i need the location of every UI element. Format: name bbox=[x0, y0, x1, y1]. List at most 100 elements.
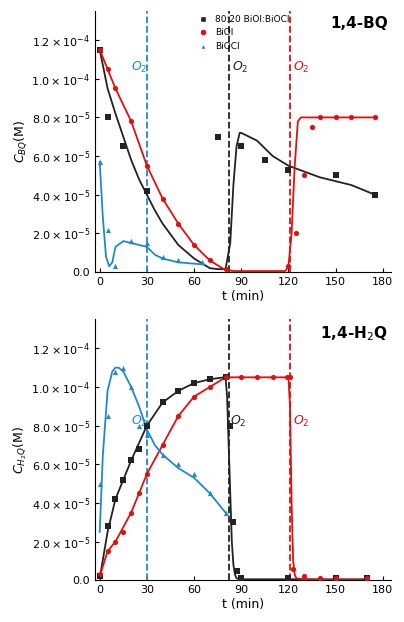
Text: $O_2$: $O_2$ bbox=[131, 60, 147, 75]
Point bbox=[317, 113, 323, 123]
Point bbox=[128, 116, 135, 126]
Point bbox=[238, 373, 244, 383]
Point bbox=[233, 565, 240, 575]
Text: $O_2$: $O_2$ bbox=[293, 60, 309, 75]
Point bbox=[104, 411, 111, 421]
Point bbox=[372, 113, 378, 123]
Point bbox=[290, 564, 297, 573]
Point bbox=[112, 366, 119, 376]
Point bbox=[191, 469, 197, 479]
Point bbox=[222, 373, 229, 383]
Y-axis label: $C_{H_2Q}$(M): $C_{H_2Q}$(M) bbox=[11, 425, 29, 474]
Y-axis label: $C_{BQ}$(M): $C_{BQ}$(M) bbox=[12, 120, 29, 164]
Point bbox=[97, 45, 103, 55]
Point bbox=[301, 572, 307, 582]
Text: 1,4-BQ: 1,4-BQ bbox=[330, 16, 388, 31]
Point bbox=[112, 537, 119, 547]
Point bbox=[191, 392, 197, 402]
Point bbox=[222, 373, 229, 383]
Point bbox=[160, 397, 166, 407]
Point bbox=[175, 386, 181, 396]
Text: $O_2$: $O_2$ bbox=[293, 414, 309, 430]
Point bbox=[97, 572, 103, 582]
Point bbox=[206, 488, 213, 498]
Point bbox=[206, 382, 213, 392]
Point bbox=[199, 258, 205, 267]
Point bbox=[284, 373, 290, 383]
Point bbox=[287, 373, 293, 383]
Point bbox=[206, 256, 213, 266]
Point bbox=[175, 459, 181, 469]
Point bbox=[120, 475, 126, 485]
Point bbox=[238, 573, 244, 583]
Point bbox=[97, 157, 103, 167]
Point bbox=[136, 420, 142, 430]
Point bbox=[104, 64, 111, 74]
Legend: 80:20 BiOI:BiOCl, BiOI, BiOCl: 80:20 BiOI:BiOCl, BiOI, BiOCl bbox=[193, 13, 292, 53]
Point bbox=[238, 141, 244, 151]
Point bbox=[222, 508, 229, 518]
Point bbox=[128, 236, 135, 246]
X-axis label: t (min): t (min) bbox=[222, 290, 264, 303]
Point bbox=[227, 420, 234, 430]
Point bbox=[104, 113, 111, 123]
X-axis label: t (min): t (min) bbox=[222, 598, 264, 611]
Point bbox=[136, 488, 142, 498]
Point bbox=[293, 228, 299, 238]
Point bbox=[285, 165, 292, 175]
Point bbox=[112, 261, 119, 271]
Point bbox=[262, 155, 268, 165]
Point bbox=[191, 378, 197, 388]
Point bbox=[215, 132, 221, 142]
Point bbox=[269, 373, 276, 383]
Text: $O_2$: $O_2$ bbox=[232, 60, 248, 75]
Point bbox=[230, 518, 237, 527]
Point bbox=[112, 83, 119, 93]
Point bbox=[160, 450, 166, 460]
Point bbox=[128, 382, 135, 392]
Point bbox=[175, 219, 181, 229]
Point bbox=[222, 264, 229, 274]
Point bbox=[128, 508, 135, 518]
Point bbox=[285, 261, 292, 271]
Point bbox=[104, 521, 111, 531]
Point bbox=[144, 469, 150, 479]
Point bbox=[175, 256, 181, 266]
Point bbox=[104, 546, 111, 556]
Point bbox=[144, 160, 150, 170]
Point bbox=[301, 170, 307, 180]
Point bbox=[332, 573, 339, 583]
Point bbox=[160, 251, 166, 261]
Point bbox=[120, 141, 126, 151]
Point bbox=[104, 225, 111, 234]
Point bbox=[309, 122, 315, 132]
Point bbox=[175, 411, 181, 421]
Point bbox=[332, 113, 339, 123]
Point bbox=[144, 430, 150, 440]
Point bbox=[372, 190, 378, 200]
Point bbox=[120, 363, 126, 373]
Point bbox=[144, 420, 150, 430]
Point bbox=[206, 374, 213, 384]
Point bbox=[160, 440, 166, 450]
Point bbox=[332, 573, 339, 583]
Point bbox=[97, 570, 103, 580]
Point bbox=[364, 573, 370, 583]
Point bbox=[332, 170, 339, 180]
Text: 1,4-H$_2$Q: 1,4-H$_2$Q bbox=[320, 325, 388, 343]
Point bbox=[254, 373, 260, 383]
Point bbox=[285, 573, 292, 583]
Point bbox=[128, 455, 135, 465]
Point bbox=[136, 444, 142, 454]
Point bbox=[191, 240, 197, 250]
Point bbox=[144, 186, 150, 196]
Point bbox=[112, 494, 119, 504]
Point bbox=[97, 45, 103, 55]
Point bbox=[364, 573, 370, 583]
Point bbox=[317, 573, 323, 583]
Point bbox=[97, 479, 103, 489]
Point bbox=[120, 527, 126, 537]
Text: $O_2$: $O_2$ bbox=[230, 414, 247, 430]
Point bbox=[160, 193, 166, 203]
Point bbox=[144, 238, 150, 248]
